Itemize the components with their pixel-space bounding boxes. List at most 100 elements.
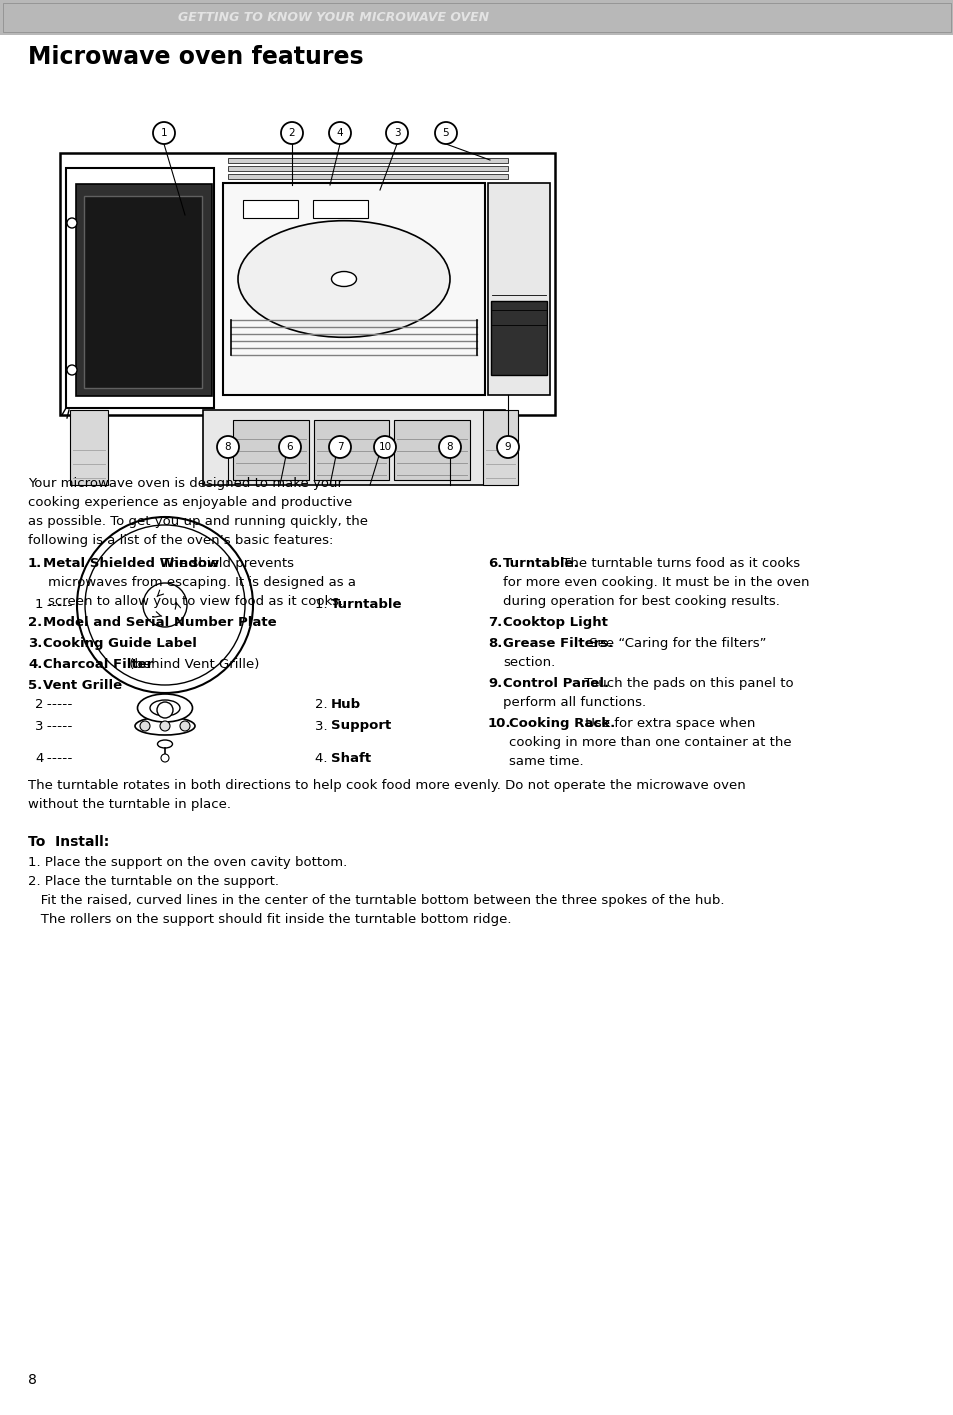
Text: perform all functions.: perform all functions.: [502, 696, 645, 709]
FancyBboxPatch shape: [233, 420, 309, 480]
Circle shape: [386, 122, 408, 144]
Ellipse shape: [77, 516, 253, 693]
Text: 1.: 1.: [314, 599, 332, 611]
Text: Shaft: Shaft: [331, 751, 371, 764]
Bar: [313, 200, 368, 218]
Text: 8: 8: [225, 441, 231, 451]
Ellipse shape: [137, 693, 193, 722]
Text: The shield prevents: The shield prevents: [158, 558, 294, 570]
Circle shape: [278, 436, 301, 458]
Text: 5.: 5.: [28, 679, 42, 692]
Text: 3: 3: [35, 719, 44, 733]
Circle shape: [161, 754, 169, 763]
Text: 4.: 4.: [28, 658, 42, 671]
Text: 4: 4: [35, 751, 43, 764]
FancyBboxPatch shape: [70, 410, 108, 485]
Text: Use for extra space when: Use for extra space when: [580, 717, 755, 730]
Text: Cooktop Light: Cooktop Light: [502, 616, 607, 630]
Text: Grease Filters.: Grease Filters.: [502, 637, 613, 649]
Text: 1.: 1.: [28, 558, 42, 570]
Text: 4.: 4.: [314, 751, 332, 764]
Ellipse shape: [150, 700, 180, 716]
Text: 1. Place the support on the oven cavity bottom.: 1. Place the support on the oven cavity …: [28, 856, 347, 869]
Circle shape: [180, 722, 190, 732]
Circle shape: [374, 436, 395, 458]
Text: 6.: 6.: [488, 558, 502, 570]
Text: 2: 2: [289, 127, 295, 139]
Text: cooking in more than one container at the: cooking in more than one container at th…: [509, 736, 791, 749]
Text: 2: 2: [35, 698, 44, 710]
Text: 8: 8: [446, 441, 453, 451]
Bar: [228, 166, 507, 171]
Circle shape: [216, 436, 239, 458]
Text: The rollers on the support should fit inside the turntable bottom ridge.: The rollers on the support should fit in…: [28, 913, 511, 925]
Circle shape: [152, 122, 174, 144]
Circle shape: [329, 122, 351, 144]
Circle shape: [157, 702, 172, 717]
Text: Turntable: Turntable: [331, 599, 402, 611]
Ellipse shape: [331, 272, 356, 286]
Text: without the turntable in place.: without the turntable in place.: [28, 798, 231, 811]
Text: (behind Vent Grille): (behind Vent Grille): [126, 658, 259, 671]
Text: Cooking Rack.: Cooking Rack.: [509, 717, 615, 730]
FancyBboxPatch shape: [491, 301, 546, 375]
Text: See “Caring for the filters”: See “Caring for the filters”: [585, 637, 766, 649]
Text: Turntable.: Turntable.: [502, 558, 579, 570]
FancyBboxPatch shape: [66, 168, 213, 408]
Text: The turntable rotates in both directions to help cook food more evenly. Do not o: The turntable rotates in both directions…: [28, 780, 745, 792]
FancyBboxPatch shape: [76, 184, 212, 396]
Text: 10: 10: [378, 441, 391, 451]
Text: section.: section.: [502, 657, 555, 669]
Text: Support: Support: [331, 719, 391, 733]
Circle shape: [281, 122, 303, 144]
Text: Microwave oven features: Microwave oven features: [28, 45, 363, 69]
Text: 8.: 8.: [488, 637, 502, 649]
Text: Vent Grille: Vent Grille: [43, 679, 122, 692]
Bar: [0, 0, 953, 35]
Circle shape: [140, 722, 150, 732]
Text: Touch the pads on this panel to: Touch the pads on this panel to: [579, 676, 793, 691]
FancyBboxPatch shape: [223, 183, 484, 395]
Text: Model and Serial Number Plate: Model and Serial Number Plate: [43, 616, 276, 630]
Text: Metal Shielded Window: Metal Shielded Window: [43, 558, 219, 570]
Text: The turntable turns food as it cooks: The turntable turns food as it cooks: [558, 558, 800, 570]
Text: 2.: 2.: [28, 616, 42, 630]
Text: 2. Place the turntable on the support.: 2. Place the turntable on the support.: [28, 874, 278, 889]
Text: as possible. To get you up and running quickly, the: as possible. To get you up and running q…: [28, 515, 368, 528]
Text: during operation for best cooking results.: during operation for best cooking result…: [502, 594, 779, 608]
FancyBboxPatch shape: [203, 410, 504, 485]
Ellipse shape: [237, 221, 450, 337]
Bar: [3, 3, 950, 33]
Text: following is a list of the oven’s basic features:: following is a list of the oven’s basic …: [28, 533, 333, 548]
Bar: [50, 144, 599, 466]
Text: Charcoal Filter: Charcoal Filter: [43, 658, 153, 671]
Text: 5: 5: [442, 127, 449, 139]
Text: Your microwave oven is designed to make your: Your microwave oven is designed to make …: [28, 477, 343, 490]
Ellipse shape: [157, 740, 172, 749]
Text: same time.: same time.: [509, 756, 583, 768]
Text: 6: 6: [287, 441, 293, 451]
Bar: [228, 174, 507, 180]
Text: cooking experience as enjoyable and productive: cooking experience as enjoyable and prod…: [28, 497, 352, 509]
Text: microwaves from escaping. It is designed as a: microwaves from escaping. It is designed…: [48, 576, 355, 589]
Text: Fit the raised, curved lines in the center of the turntable bottom between the t: Fit the raised, curved lines in the cent…: [28, 894, 723, 907]
FancyBboxPatch shape: [84, 197, 202, 388]
Text: 1: 1: [160, 127, 167, 139]
Circle shape: [143, 583, 187, 627]
Circle shape: [329, 436, 351, 458]
Text: To  Install:: To Install:: [28, 835, 110, 849]
Circle shape: [438, 436, 460, 458]
Text: for more even cooking. It must be in the oven: for more even cooking. It must be in the…: [502, 576, 809, 589]
Text: Hub: Hub: [331, 698, 361, 710]
Circle shape: [435, 122, 456, 144]
Text: 1: 1: [35, 599, 44, 611]
Circle shape: [497, 436, 518, 458]
Text: 2.: 2.: [314, 698, 332, 710]
Text: 10.: 10.: [488, 717, 511, 730]
Text: 9.: 9.: [488, 676, 501, 691]
Text: Control Panel.: Control Panel.: [502, 676, 608, 691]
Bar: [243, 200, 297, 218]
Text: 3.: 3.: [28, 637, 42, 649]
Text: 3: 3: [394, 127, 400, 139]
Text: Cooking Guide Label: Cooking Guide Label: [43, 637, 196, 649]
